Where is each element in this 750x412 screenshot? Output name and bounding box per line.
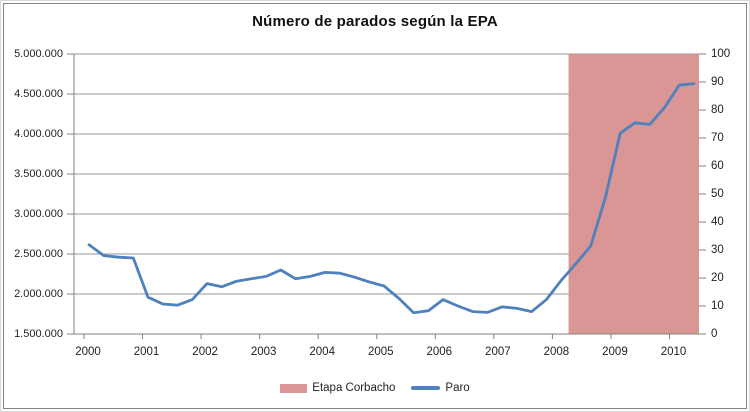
- legend-entry-paro: Paro: [411, 382, 470, 394]
- right-axis-tick-label: 10: [711, 300, 724, 312]
- right-axis-tick-label: 70: [711, 132, 724, 144]
- left-axis-tick-label: 1.500.000: [14, 328, 63, 340]
- left-axis-tick-label: 2.000.000: [14, 288, 63, 300]
- x-axis-year-label: 2008: [543, 346, 570, 358]
- x-axis-year-label: 2003: [250, 346, 277, 358]
- right-axis-tick-label: 80: [711, 104, 724, 116]
- paro-line-swatch-icon: [411, 386, 441, 390]
- etapa-corbacho-swatch-icon: [280, 383, 308, 393]
- left-axis-tick-label: 4.500.000: [14, 88, 63, 100]
- right-axis-tick-label: 0: [711, 328, 718, 340]
- x-axis-year-label: 2005: [367, 346, 394, 358]
- right-axis-tick-label: 20: [711, 272, 724, 284]
- left-axis-tick-label: 2.500.000: [14, 248, 63, 260]
- left-axis-tick-label: 3.000.000: [14, 208, 63, 220]
- right-axis-tick-label: 90: [711, 76, 724, 88]
- x-axis-year-label: 2004: [309, 346, 335, 358]
- x-axis-year-label: 2010: [660, 346, 687, 358]
- x-axis-year-label: 2000: [75, 346, 101, 358]
- x-axis-year-label: 2009: [602, 346, 628, 358]
- legend-label-etapa-corbacho: Etapa Corbacho: [312, 382, 396, 394]
- right-axis-tick-label: 40: [711, 216, 724, 228]
- legend-label-paro: Paro: [445, 382, 470, 394]
- legend-entry-etapa-corbacho: Etapa Corbacho: [280, 382, 395, 394]
- left-axis-tick-label: 3.500.000: [14, 168, 63, 180]
- right-axis-tick-label: 100: [711, 48, 731, 60]
- left-axis-tick-label: 4.000.000: [14, 128, 63, 140]
- chart-title: Número de parados según la EPA: [252, 13, 498, 30]
- x-axis-year-label: 2006: [426, 346, 453, 358]
- right-axis-tick-label: 60: [711, 160, 724, 172]
- right-axis-tick-label: 50: [711, 188, 724, 200]
- plot-area: [67, 53, 706, 339]
- chart-legend: Etapa Corbacho Paro: [1, 379, 749, 397]
- right-axis-tick-label: 30: [711, 244, 724, 256]
- left-axis-tick-label: 5.000.000: [14, 48, 63, 60]
- x-axis-year-label: 2001: [133, 346, 160, 358]
- x-axis-year-label: 2007: [485, 346, 511, 358]
- x-axis-year-label: 2002: [192, 346, 218, 358]
